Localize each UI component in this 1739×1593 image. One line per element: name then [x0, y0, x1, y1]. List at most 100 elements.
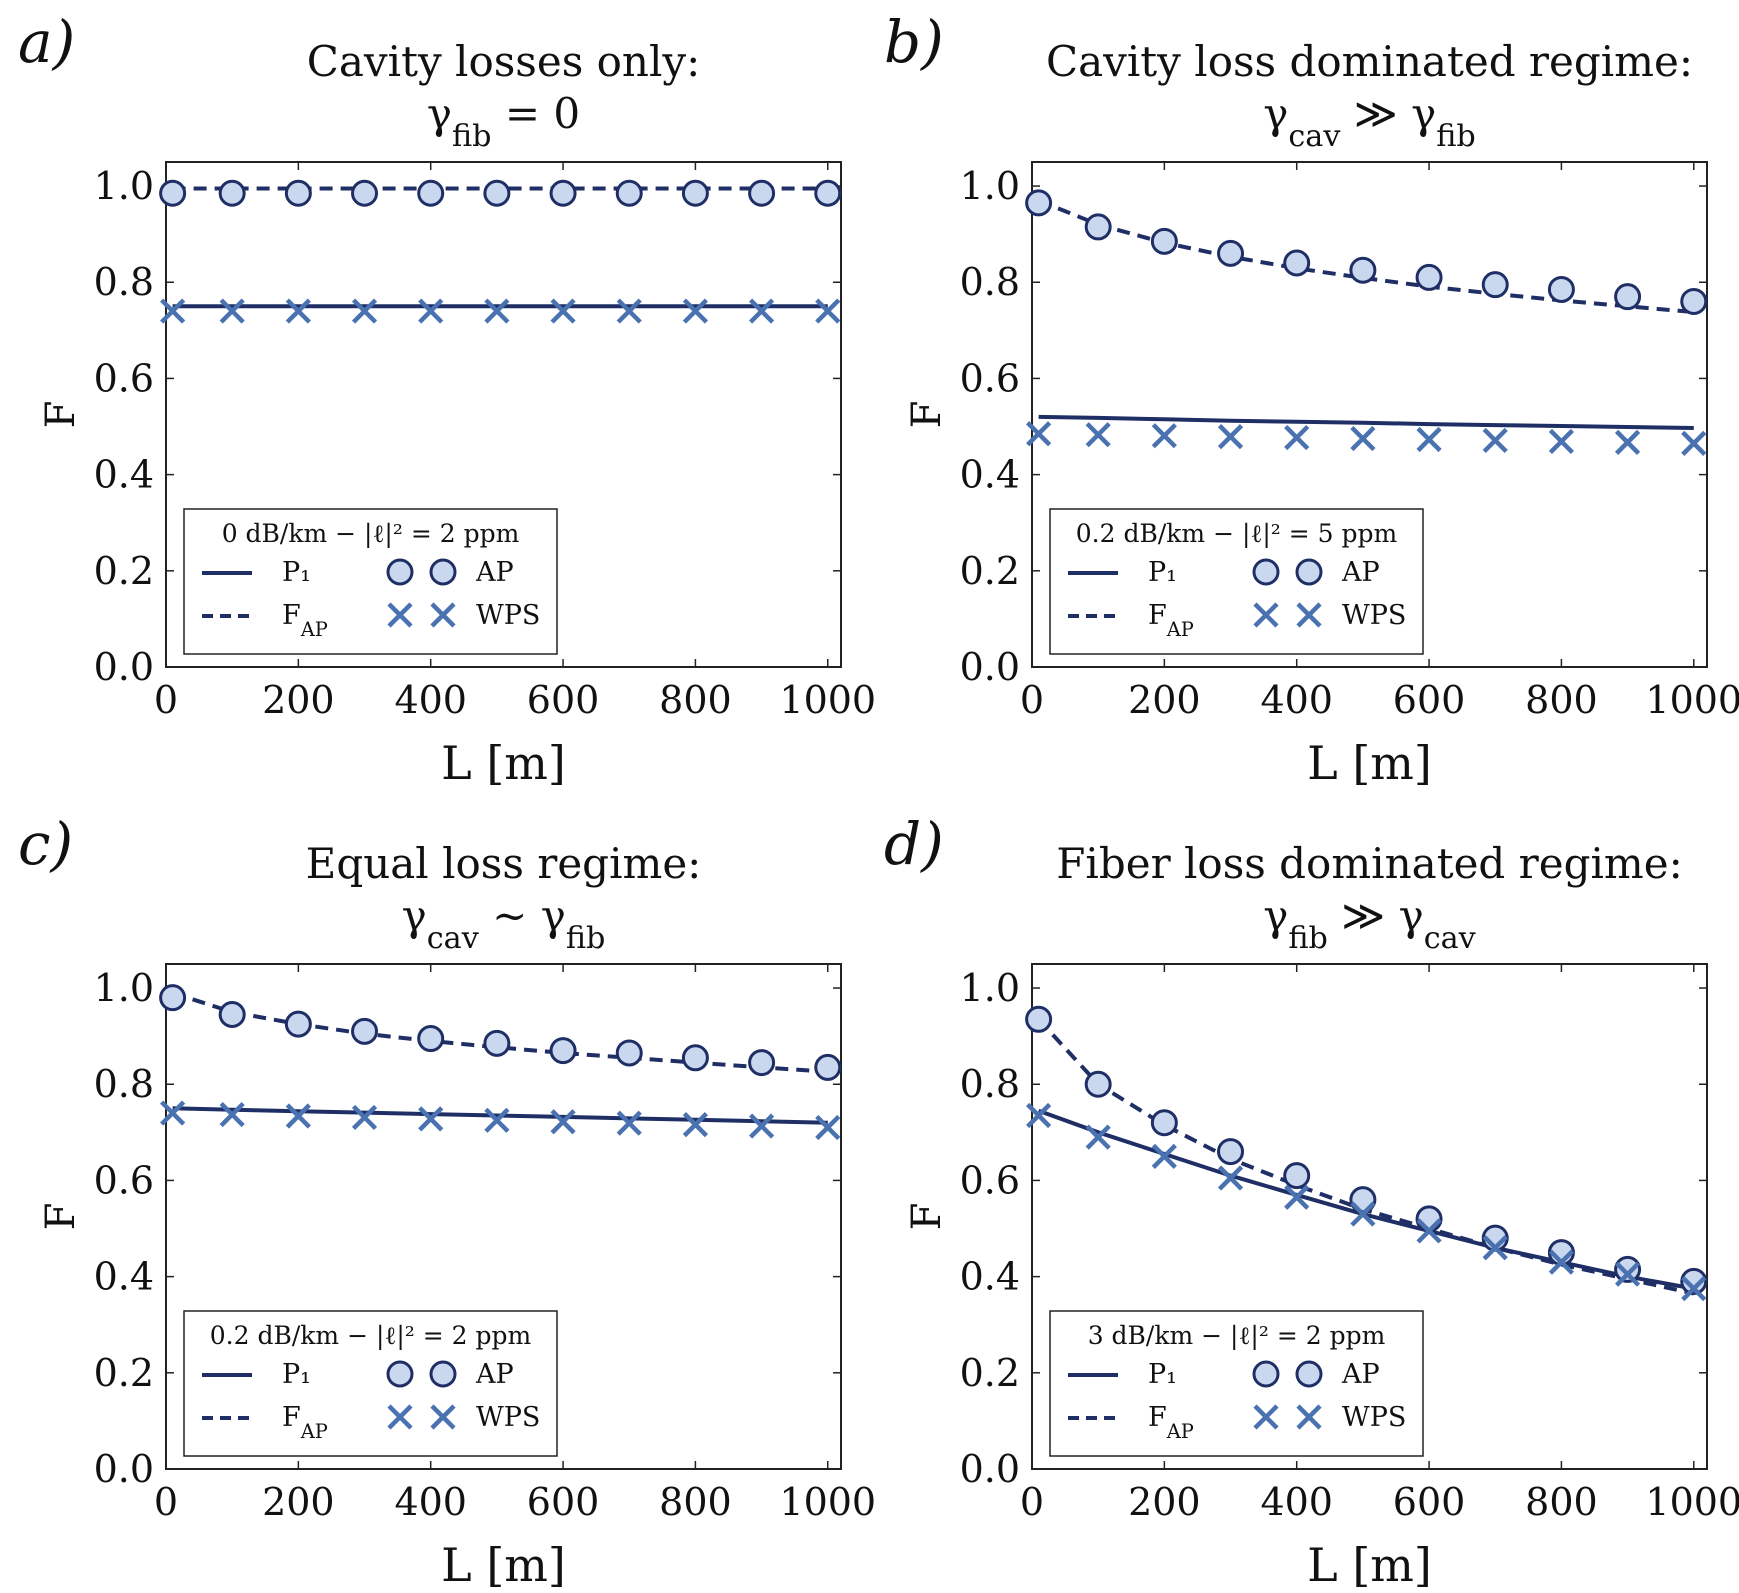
y-tick-label: 1.0 [94, 966, 154, 1010]
legend-label-ap: AP [475, 1359, 514, 1390]
data-point-ap [1150, 1109, 1178, 1137]
data-point-ap [748, 179, 776, 207]
legend-title: 0.2 dB/km − |ℓ|² = 5 ppm [1076, 519, 1398, 549]
x-tick-label: 200 [262, 678, 335, 722]
chart-panel-1: a) Cavity losses only:γfib = 0 0 200 400 600 8… [18, 8, 876, 790]
x-axis-label: L [m] [1307, 1538, 1432, 1592]
x-axis-label: L [m] [441, 736, 566, 790]
panel-letter: c) [18, 810, 73, 878]
legend-label-wps: WPS [476, 1402, 540, 1433]
x-tick-label: 0 [1020, 1480, 1044, 1524]
y-tick-label: 0.6 [960, 1158, 1020, 1202]
plot-frame [165, 161, 842, 668]
data-point-ap [1614, 283, 1642, 311]
x-tick-label: 600 [1393, 678, 1466, 722]
x-tick-label: 600 [527, 1480, 600, 1524]
legend-label-p1: P₁ [1148, 557, 1177, 588]
y-tick-label: 0.4 [960, 453, 1020, 497]
data-point-ap [1614, 1255, 1642, 1283]
legend-box [1049, 508, 1424, 655]
legend-swatch-ap [386, 1360, 414, 1388]
data-point-wps [815, 298, 841, 324]
data-point-ap [351, 1017, 379, 1045]
data-point-ap [1217, 239, 1245, 267]
data-point-ap [1415, 263, 1443, 291]
legend-swatch-wps [1253, 1404, 1279, 1430]
y-tick-label: 0.2 [960, 1351, 1020, 1395]
data-point-wps [1284, 424, 1310, 451]
data-point-ap [1150, 227, 1178, 255]
x-tick-label: 200 [1128, 678, 1201, 722]
data-point-wps [160, 298, 186, 324]
series-line-p1 [172, 1106, 828, 1125]
chart-subtitle: γfib = 0 [427, 89, 580, 154]
data-point-wps [1614, 1261, 1641, 1287]
data-point-ap [1680, 1267, 1708, 1295]
plot-frame [165, 963, 842, 1470]
y-tick-label: 0.0 [960, 1447, 1020, 1491]
y-tick-label: 0.4 [960, 1255, 1020, 1299]
legend-label-p1: P₁ [1148, 1359, 1177, 1390]
legend-title: 3 dB/km − |ℓ|² = 2 ppm [1088, 1321, 1386, 1351]
data-point-ap [1025, 189, 1053, 217]
data-point-wps [748, 1113, 775, 1139]
data-point-wps [1026, 421, 1052, 447]
legend-swatch-wps [430, 1404, 456, 1430]
y-axis-label: F [904, 401, 950, 429]
legend-box [183, 1310, 558, 1457]
legend-swatch-ap [1252, 1360, 1280, 1388]
data-point-wps [1284, 1184, 1310, 1210]
data-point-wps [1085, 422, 1111, 448]
legend-title: 0.2 dB/km − |ℓ|² = 2 ppm [210, 1321, 532, 1351]
data-point-ap [748, 1049, 776, 1077]
data-point-ap [351, 179, 379, 207]
data-point-wps [484, 1107, 510, 1133]
legend-label-fap: FAP [282, 1402, 328, 1443]
data-point-wps [1548, 1249, 1575, 1275]
x-tick-label: 0 [154, 678, 178, 722]
data-point-ap [1481, 271, 1509, 299]
legend-swatch-ap [429, 558, 457, 586]
data-point-wps [484, 298, 510, 324]
x-tick-label: 600 [1393, 1480, 1466, 1524]
chart-panel-3: c) Equal loss regime:γcav ∼ γfib 0 200 400 60… [18, 810, 876, 1592]
y-tick-label: 0.2 [94, 1351, 154, 1395]
chart-panel-2: b) Cavity loss dominated regime:γcav ≫ γf… [884, 8, 1739, 790]
x-tick-label: 600 [527, 678, 600, 722]
chart-panel-4: d) Fiber loss dominated regime:γfib ≫ γca… [884, 810, 1739, 1592]
legend-box [1049, 1310, 1424, 1457]
legend: 0 dB/km − |ℓ|² = 2 ppm P₁ FAP AP WPS [183, 508, 558, 655]
x-tick-label: 400 [1260, 1480, 1333, 1524]
x-tick-label: 200 [262, 1480, 335, 1524]
data-point-wps [748, 298, 775, 324]
data-point-ap [483, 1029, 511, 1057]
legend-label-wps: WPS [1342, 1402, 1406, 1433]
y-tick-label: 1.0 [94, 164, 154, 208]
y-tick-label: 0.4 [94, 1255, 154, 1299]
x-tick-label: 800 [1525, 678, 1598, 722]
y-tick-label: 0.6 [94, 356, 154, 400]
data-point-wps [285, 1103, 311, 1129]
data-point-ap [218, 1001, 246, 1028]
y-tick-label: 0.0 [960, 645, 1020, 689]
y-tick-label: 0.2 [960, 549, 1020, 593]
data-point-wps [1416, 1218, 1442, 1244]
chart-title: Equal loss regime: [306, 839, 702, 888]
y-tick-label: 0.8 [94, 260, 154, 304]
x-tick-label: 800 [1525, 1480, 1598, 1524]
x-tick-label: 1000 [1645, 678, 1739, 722]
x-tick-label: 400 [394, 678, 467, 722]
legend-swatch-wps [1253, 602, 1279, 628]
legend-swatch-wps [430, 602, 456, 628]
data-point-ap [1283, 249, 1311, 277]
data-point-ap [417, 1025, 445, 1053]
data-point-ap [159, 984, 187, 1012]
data-point-wps [550, 298, 576, 324]
legend-label-p1: P₁ [282, 1359, 311, 1390]
legend-swatch-ap [1252, 558, 1280, 586]
legend-label-ap: AP [1341, 557, 1380, 588]
y-tick-label: 0.8 [960, 1062, 1020, 1106]
legend-swatch-wps [1296, 602, 1322, 628]
data-point-wps [1085, 1124, 1111, 1150]
